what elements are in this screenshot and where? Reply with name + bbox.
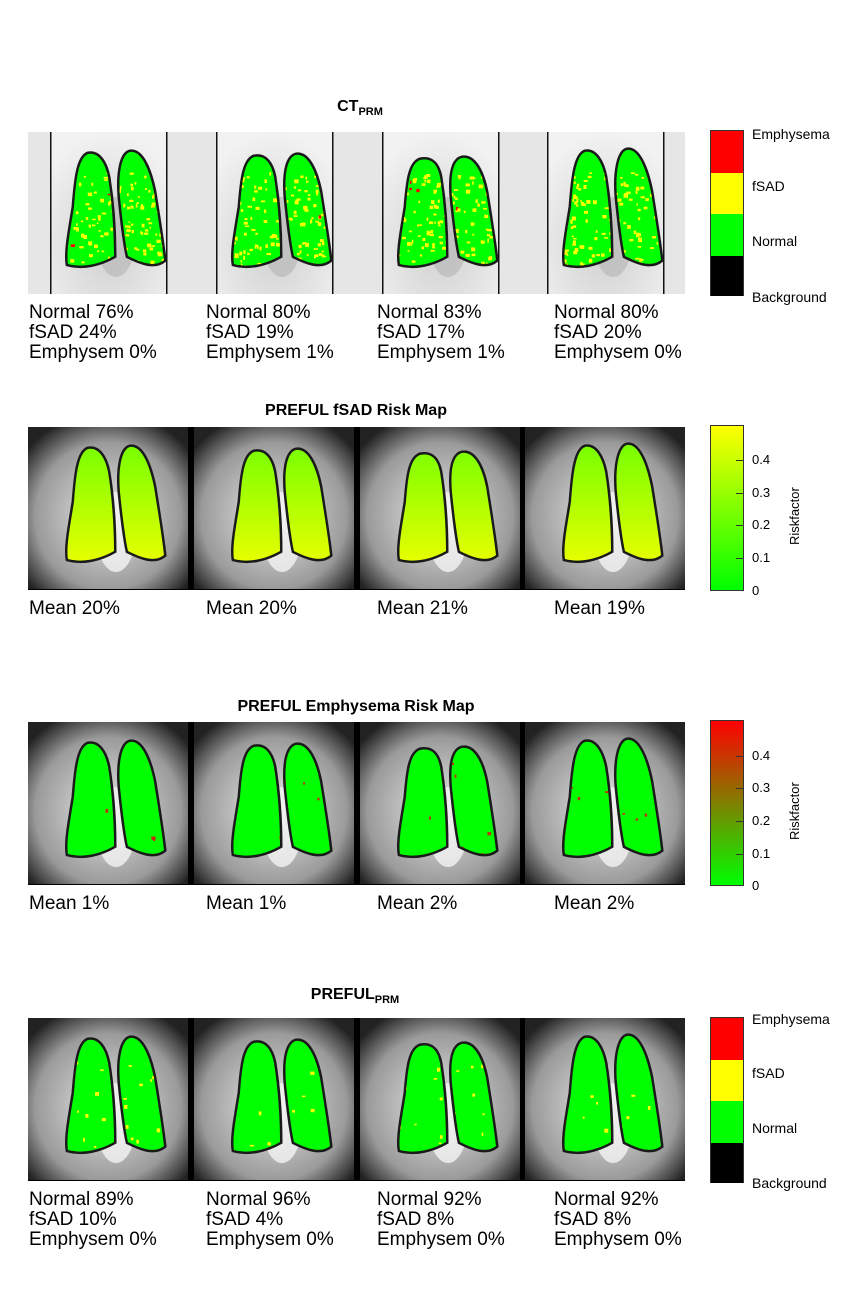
fsad-tick-01: 0.1: [752, 550, 771, 565]
ct-prm-legend-background: Background: [752, 289, 827, 305]
fsad-risk-mean-2: Mean 20%: [206, 598, 297, 619]
ct-prm-legend-normal: Normal: [752, 233, 798, 249]
emph-risk-colorbar: [710, 720, 744, 886]
preful-prm-title: PREFULPRM: [280, 986, 430, 1006]
legend-background-swatch: [711, 1142, 743, 1183]
ct-prm-stats-1: Normal 76% fSAD 24% Emphysem 0%: [29, 302, 157, 363]
ct-prm-panel-2: [194, 132, 354, 294]
ct-prm-legend-bar: [710, 130, 744, 296]
mri-fsad-lung-illustration: [28, 427, 188, 589]
mri-fsad-lung-illustration: [360, 427, 520, 589]
emph-tick-03: 0.3: [752, 780, 771, 795]
fsad-risk-image-strip: [28, 427, 685, 590]
mri-emph-lung-illustration: [360, 722, 520, 884]
fsad-tick-04: 0.4: [752, 452, 771, 467]
ct-prm-title-main: CT: [337, 98, 359, 115]
mri-prm-lung-illustration: [360, 1018, 520, 1180]
mri-prm-lung-illustration: [194, 1018, 354, 1180]
ct-prm-panel-3: [360, 132, 520, 294]
mri-fsad-lung-illustration: [525, 427, 685, 589]
fsad-tick-0: 0: [752, 583, 760, 598]
mri-emph-lung-illustration: [525, 722, 685, 884]
fsad-risk-panel-2: [194, 427, 354, 589]
ct-lung-illustration: [50, 132, 168, 294]
mri-prm-lung-illustration: [28, 1018, 188, 1180]
emph-tick-01: 0.1: [752, 846, 771, 861]
ct-lung-illustration: [382, 132, 500, 294]
legend-fsad-swatch: [711, 1059, 743, 1101]
legend-emphysema-swatch: [711, 131, 743, 173]
fsad-tick-03: 0.3: [752, 485, 771, 500]
ct-prm-stats-4: Normal 80% fSAD 20% Emphysem 0%: [554, 302, 682, 363]
preful-prm-legend-fsad: fSAD: [752, 1065, 785, 1081]
mri-emph-lung-illustration: [194, 722, 354, 884]
fsad-risk-mean-1: Mean 20%: [29, 598, 120, 619]
emph-risk-image-strip: [28, 722, 685, 885]
fsad-risk-panel-3: [360, 427, 520, 589]
ct-prm-image-strip: [28, 132, 685, 294]
fsad-risk-mean-3: Mean 21%: [377, 598, 468, 619]
ct-prm-title-sub: PRM: [358, 106, 383, 119]
legend-background-swatch: [711, 255, 743, 296]
preful-prm-stats-3: Normal 92% fSAD 8% Emphysem 0%: [377, 1189, 505, 1250]
emph-tick-0: 0: [752, 878, 760, 893]
emph-risk-panel-1: [28, 722, 188, 884]
preful-prm-legend-background: Background: [752, 1175, 827, 1191]
preful-prm-title-main: PREFUL: [310, 986, 375, 1003]
fsad-colorbar-label: Riskfactor: [787, 487, 802, 545]
emph-risk-title: PREFUL Emphysema Risk Map: [237, 698, 475, 715]
preful-prm-legend-normal: Normal: [752, 1120, 798, 1136]
ct-prm-title: CTPRM: [300, 98, 420, 118]
emph-risk-mean-4: Mean 2%: [554, 893, 635, 914]
preful-prm-legend-bar: [710, 1017, 744, 1183]
ct-prm-stats-2: Normal 80% fSAD 19% Emphysem 1%: [206, 302, 334, 363]
legend-fsad-swatch: [711, 172, 743, 214]
legend-normal-swatch: [711, 214, 743, 256]
emph-risk-mean-3: Mean 2%: [377, 893, 458, 914]
legend-emphysema-swatch: [711, 1018, 743, 1060]
preful-prm-image-strip: [28, 1018, 685, 1181]
fsad-risk-panel-4: [525, 427, 685, 589]
emph-colorbar-label: Riskfactor: [787, 782, 802, 840]
preful-prm-title-sub: PRM: [374, 994, 400, 1007]
ct-prm-stats-3: Normal 83% fSAD 17% Emphysem 1%: [377, 302, 505, 363]
mri-emph-lung-illustration: [28, 722, 188, 884]
legend-normal-swatch: [711, 1101, 743, 1143]
preful-prm-stats-1: Normal 89% fSAD 10% Emphysem 0%: [29, 1189, 157, 1250]
emph-tick-02: 0.2: [752, 813, 771, 828]
preful-prm-panel-1: [28, 1018, 188, 1180]
ct-prm-legend-emphysema: Emphysema: [752, 126, 830, 142]
fsad-risk-colorbar: [710, 425, 744, 591]
preful-prm-stats-2: Normal 96% fSAD 4% Emphysem 0%: [206, 1189, 334, 1250]
ct-lung-illustration: [216, 132, 334, 294]
preful-prm-panel-3: [360, 1018, 520, 1180]
emph-risk-panel-3: [360, 722, 520, 884]
ct-lung-illustration: [547, 132, 665, 294]
emph-risk-mean-1: Mean 1%: [29, 893, 110, 914]
emph-risk-panel-4: [525, 722, 685, 884]
ct-prm-panel-1: [28, 132, 188, 294]
ct-prm-legend-fsad: fSAD: [752, 178, 785, 194]
mri-prm-lung-illustration: [525, 1018, 685, 1180]
fsad-risk-title: PREFUL fSAD Risk Map: [265, 402, 447, 419]
preful-prm-legend-emphysema: Emphysema: [752, 1011, 830, 1027]
ct-prm-panel-4: [525, 132, 685, 294]
emph-risk-panel-2: [194, 722, 354, 884]
preful-prm-stats-4: Normal 92% fSAD 8% Emphysem 0%: [554, 1189, 682, 1250]
fsad-tick-02: 0.2: [752, 517, 771, 532]
preful-prm-panel-4: [525, 1018, 685, 1180]
fsad-risk-mean-4: Mean 19%: [554, 598, 645, 619]
preful-prm-panel-2: [194, 1018, 354, 1180]
mri-fsad-lung-illustration: [194, 427, 354, 589]
fsad-risk-panel-1: [28, 427, 188, 589]
emph-tick-04: 0.4: [752, 748, 771, 763]
emph-risk-mean-2: Mean 1%: [206, 893, 287, 914]
